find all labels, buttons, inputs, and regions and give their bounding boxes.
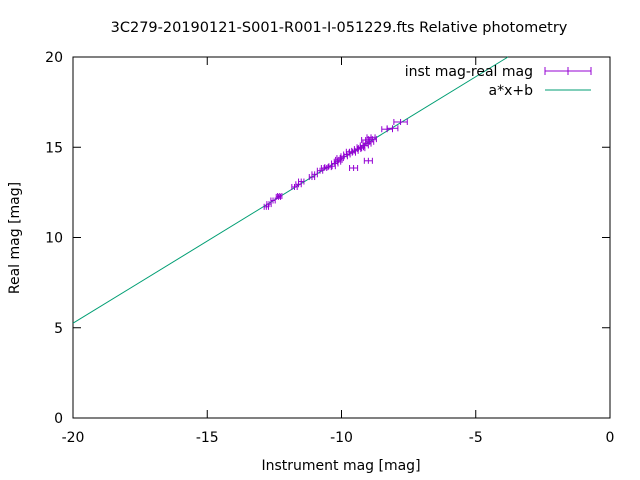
x-tick-label: -10 [330,430,353,446]
data-point [270,197,276,204]
x-tick-label: 0 [606,430,615,446]
data-point [328,163,336,170]
data-point [263,203,269,210]
fit-line [72,56,509,324]
data-point [277,192,283,199]
data-point [367,136,377,143]
legend-label-points: inst mag-real mag [405,64,533,80]
x-tick-label: -20 [62,430,85,446]
data-point [357,145,366,152]
y-tick-label: 10 [45,231,63,247]
plot-frame [72,56,611,419]
fit-line-layer [72,56,509,324]
x-tick-label: -15 [196,430,219,446]
x-tick-label: -5 [469,430,483,446]
data-point [298,178,305,185]
y-axis: 0 5 10 15 20 [45,50,610,427]
data-point [345,148,354,155]
data-point [363,157,373,164]
legend: inst mag-real mag a*x+b [405,64,592,99]
y-tick-label: 0 [54,411,63,427]
data-point [393,118,408,125]
data-point [320,165,328,172]
legend-sample-points [544,67,592,75]
y-tick-label: 15 [45,140,63,156]
chart-title: 3C279-20190121-S001-R001-I-051229.fts Re… [111,20,568,36]
data-point [386,125,399,132]
y-axis-label: Real mag [mag] [7,182,23,294]
x-axis-label: Instrument mag [mag] [261,458,420,474]
x-axis: -20 -15 -10 -5 0 [62,57,615,446]
data-point [336,155,344,162]
data-point [324,164,332,171]
data-points-layer [263,118,408,210]
data-point [349,165,359,172]
y-tick-label: 5 [54,321,63,337]
legend-label-fit: a*x+b [489,83,534,99]
y-tick-label: 20 [45,50,63,66]
data-point [362,140,372,147]
